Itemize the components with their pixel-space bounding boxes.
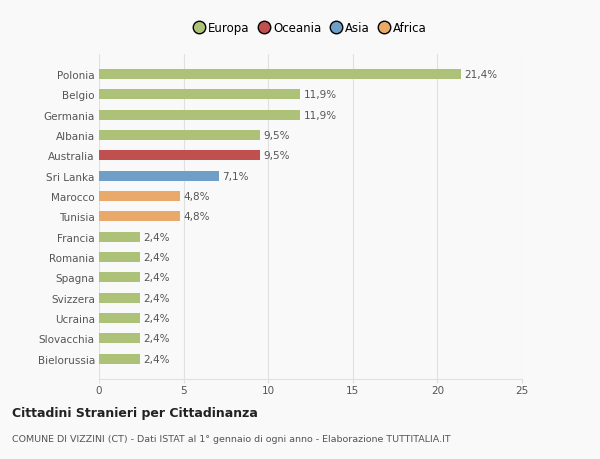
Bar <box>99 293 140 303</box>
Text: 9,5%: 9,5% <box>263 131 290 141</box>
Bar <box>99 191 180 202</box>
Text: 2,4%: 2,4% <box>143 354 169 364</box>
Text: 2,4%: 2,4% <box>143 232 169 242</box>
Text: 2,4%: 2,4% <box>143 313 169 323</box>
Bar <box>99 171 219 181</box>
Bar <box>99 232 140 242</box>
Legend: Europa, Oceania, Asia, Africa: Europa, Oceania, Asia, Africa <box>190 19 431 39</box>
Bar <box>99 151 260 161</box>
Text: 9,5%: 9,5% <box>263 151 290 161</box>
Text: 7,1%: 7,1% <box>223 171 249 181</box>
Text: COMUNE DI VIZZINI (CT) - Dati ISTAT al 1° gennaio di ogni anno - Elaborazione TU: COMUNE DI VIZZINI (CT) - Dati ISTAT al 1… <box>12 434 451 443</box>
Bar <box>99 252 140 263</box>
Bar <box>99 131 260 141</box>
Text: 11,9%: 11,9% <box>304 111 337 120</box>
Bar <box>99 354 140 364</box>
Text: 2,4%: 2,4% <box>143 252 169 263</box>
Bar <box>99 90 301 100</box>
Text: 2,4%: 2,4% <box>143 334 169 344</box>
Bar <box>99 313 140 324</box>
Text: Cittadini Stranieri per Cittadinanza: Cittadini Stranieri per Cittadinanza <box>12 406 258 419</box>
Bar <box>99 212 180 222</box>
Bar <box>99 334 140 344</box>
Text: 11,9%: 11,9% <box>304 90 337 100</box>
Text: 2,4%: 2,4% <box>143 273 169 283</box>
Text: 21,4%: 21,4% <box>464 70 497 80</box>
Bar <box>99 70 461 80</box>
Text: 2,4%: 2,4% <box>143 293 169 303</box>
Bar <box>99 273 140 283</box>
Text: 4,8%: 4,8% <box>184 191 210 202</box>
Bar <box>99 110 301 121</box>
Text: 4,8%: 4,8% <box>184 212 210 222</box>
